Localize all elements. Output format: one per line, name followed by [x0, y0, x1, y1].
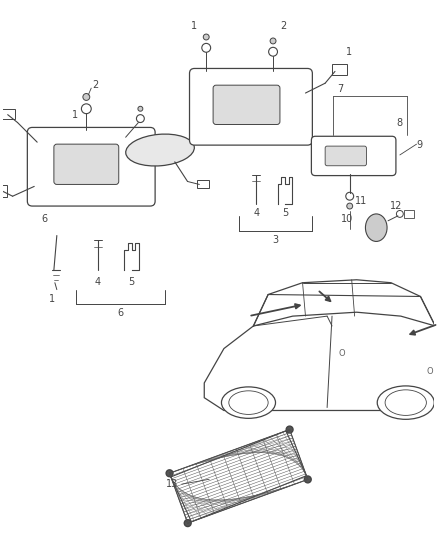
- Text: 13: 13: [165, 479, 177, 489]
- FancyBboxPatch shape: [325, 146, 366, 166]
- Text: 3: 3: [271, 236, 277, 246]
- Ellipse shape: [221, 387, 275, 418]
- Text: 1: 1: [191, 21, 197, 31]
- Ellipse shape: [346, 203, 352, 209]
- FancyBboxPatch shape: [212, 85, 279, 125]
- Text: 7: 7: [336, 84, 342, 94]
- FancyBboxPatch shape: [54, 144, 119, 184]
- Ellipse shape: [184, 520, 191, 527]
- FancyBboxPatch shape: [189, 68, 312, 145]
- Text: 1: 1: [345, 47, 351, 56]
- Text: 2: 2: [92, 80, 98, 90]
- Ellipse shape: [203, 34, 208, 40]
- Ellipse shape: [345, 192, 353, 200]
- Text: 1: 1: [71, 110, 78, 119]
- Text: 4: 4: [253, 208, 259, 218]
- Bar: [403, 210, 413, 218]
- Text: 8: 8: [396, 117, 402, 127]
- Text: 12: 12: [389, 201, 401, 211]
- Ellipse shape: [286, 426, 293, 433]
- Ellipse shape: [83, 93, 89, 100]
- Text: 10: 10: [340, 214, 352, 224]
- Polygon shape: [204, 312, 438, 410]
- Bar: [197, 180, 208, 188]
- Ellipse shape: [269, 38, 276, 44]
- Ellipse shape: [136, 115, 144, 123]
- Text: 11: 11: [355, 196, 367, 206]
- FancyBboxPatch shape: [311, 136, 395, 175]
- Ellipse shape: [384, 390, 425, 415]
- Text: 2: 2: [279, 21, 286, 31]
- Text: O: O: [426, 367, 433, 376]
- Ellipse shape: [396, 211, 403, 217]
- Ellipse shape: [138, 106, 142, 111]
- FancyBboxPatch shape: [27, 127, 155, 206]
- Text: 5: 5: [281, 208, 287, 218]
- Bar: [331, 63, 346, 75]
- Text: 9: 9: [416, 140, 422, 150]
- Ellipse shape: [125, 134, 194, 166]
- Ellipse shape: [376, 386, 433, 419]
- Ellipse shape: [364, 214, 386, 241]
- Text: 4: 4: [95, 277, 101, 287]
- Text: 5: 5: [128, 277, 134, 287]
- Ellipse shape: [228, 391, 268, 415]
- Text: 6: 6: [117, 308, 124, 318]
- Text: O: O: [338, 349, 344, 358]
- Ellipse shape: [268, 47, 277, 56]
- Ellipse shape: [81, 104, 91, 114]
- Ellipse shape: [304, 476, 311, 483]
- Bar: [1, 109, 14, 118]
- Ellipse shape: [166, 470, 173, 477]
- Text: 6: 6: [41, 214, 47, 224]
- Text: 1: 1: [49, 294, 55, 304]
- Bar: [0, 185, 7, 197]
- Ellipse shape: [201, 43, 210, 52]
